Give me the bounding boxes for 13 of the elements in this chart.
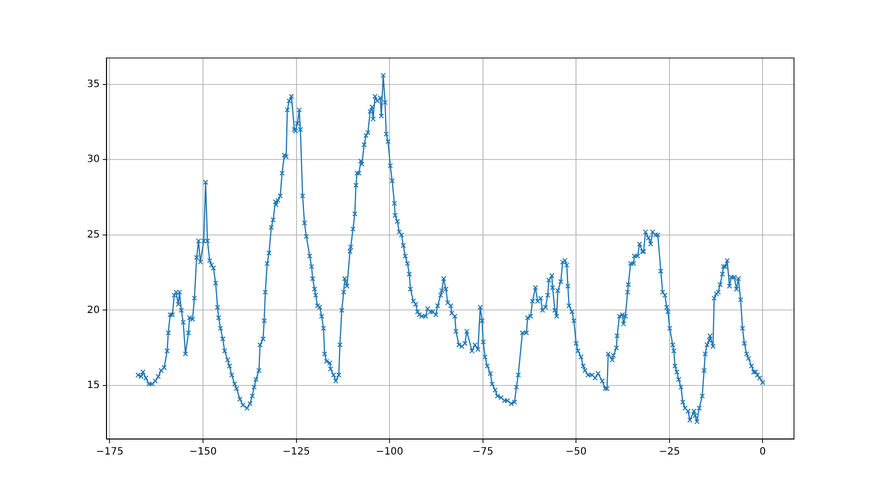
y-tick-label: 25 [86, 230, 100, 241]
x-tick-label: −150 [189, 446, 217, 458]
y-tick-label: 30 [86, 154, 100, 166]
y-tick-label: 15 [86, 380, 100, 392]
x-tick-label: −100 [376, 446, 404, 458]
x-tick-label: −25 [658, 446, 680, 458]
x-tick-label: 0 [759, 446, 766, 458]
x-tick-label: −175 [96, 446, 124, 458]
x-tick-label: −75 [472, 446, 494, 458]
y-tick-label: 35 [86, 78, 100, 90]
x-tick-label: −125 [282, 446, 310, 458]
x-tick-label: −50 [566, 446, 587, 458]
y-tick-label: 20 [86, 304, 100, 316]
